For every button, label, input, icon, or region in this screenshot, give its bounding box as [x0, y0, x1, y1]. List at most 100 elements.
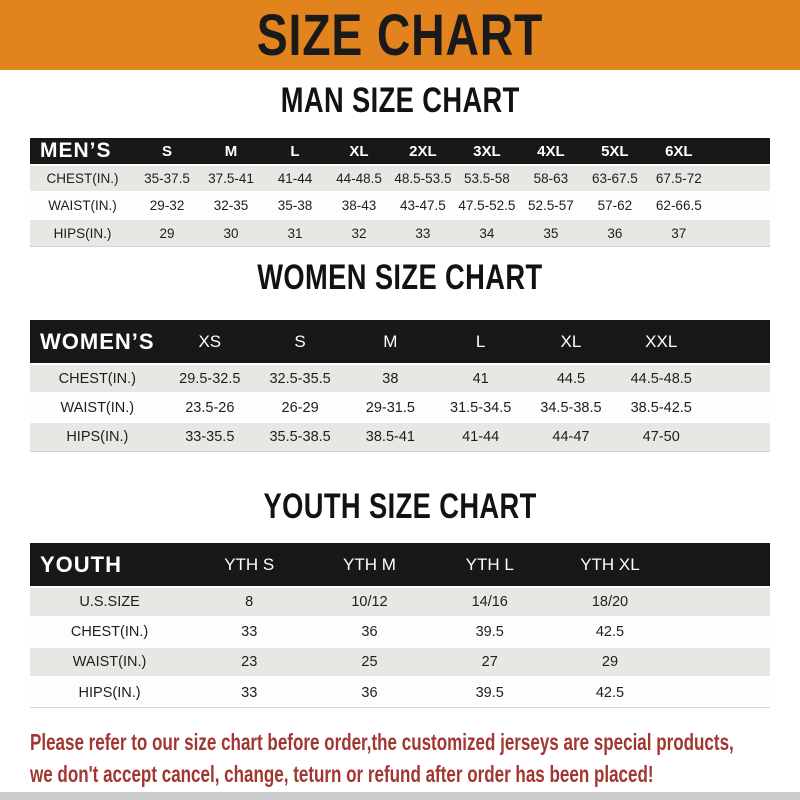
size-value: 42.5	[549, 618, 671, 648]
row-label: HIPS(IN.)	[30, 678, 190, 708]
table-row: HIPS(IN.) 33 36 39.5 42.5	[30, 678, 770, 708]
size-value: 47.5-52.5	[454, 193, 519, 220]
size-value: 35	[518, 220, 583, 247]
spacer-cell	[670, 543, 770, 588]
table-row: U.S.SIZE 8 10/12 14/16 18/20	[30, 588, 770, 618]
row-label: CHEST(IN.)	[30, 166, 136, 193]
size-value: 33	[189, 618, 310, 648]
column-header: YTH S	[189, 543, 310, 588]
youth-table-title-cell: YOUTH	[30, 543, 190, 588]
size-value: 44-48.5	[326, 166, 391, 193]
size-value: 67.5-72	[646, 166, 711, 193]
size-value: 29	[549, 648, 671, 678]
size-value: 44.5-48.5	[616, 365, 707, 394]
page-title: SIZE CHART	[256, 2, 544, 68]
table-row: HIPS(IN.) 33-35.5 35.5-38.5 38.5-41 41-44 44-…	[30, 423, 770, 452]
size-value: 62-66.5	[646, 193, 711, 220]
spacer-cell	[670, 678, 770, 708]
table-row: WAIST(IN.) 29-32 32-35 35-38 38-43 43-47.5 47.…	[30, 193, 770, 220]
youth-size-table: YOUTH YTH S YTH M YTH L YTH XL U.S.SIZE 8 10/12…	[30, 543, 770, 708]
size-value: 44-47	[525, 423, 617, 452]
row-label: WAIST(IN.)	[30, 394, 165, 423]
size-value: 10/12	[309, 588, 430, 618]
size-value: 33	[390, 220, 455, 247]
spacer-cell	[710, 166, 770, 193]
disclaimer-note: Please refer to our size chart before or…	[30, 726, 790, 790]
youth-size-chart-heading-text: YOUTH SIZE CHART	[263, 487, 537, 526]
table-row: WAIST(IN.) 23.5-26 26-29 29-31.5 31.5-34.5 34…	[30, 394, 770, 423]
women-table-title-cell: WOMEN’S	[30, 320, 165, 365]
man-size-chart-heading-text: MAN SIZE CHART	[280, 81, 520, 120]
size-value: 36	[309, 678, 430, 708]
spacer-cell	[706, 365, 770, 394]
column-header: 5XL	[582, 138, 647, 166]
women-size-chart-heading: WOMEN SIZE CHART	[0, 258, 800, 298]
column-header: XS	[164, 320, 255, 365]
size-value: 38.5-42.5	[616, 394, 707, 423]
size-value: 26-29	[254, 394, 346, 423]
column-header: XL	[326, 138, 391, 166]
size-value: 43-47.5	[390, 193, 455, 220]
spacer-cell	[670, 648, 770, 678]
size-value: 53.5-58	[454, 166, 519, 193]
spacer-cell	[670, 618, 770, 648]
column-header: L	[435, 320, 526, 365]
size-value: 31	[263, 220, 327, 247]
size-value: 35.5-38.5	[254, 423, 346, 452]
size-value: 44.5	[525, 365, 617, 394]
table-row: CHEST(IN.) 33 36 39.5 42.5	[30, 618, 770, 648]
size-value: 31.5-34.5	[435, 394, 526, 423]
table-row: WAIST(IN.) 23 25 27 29	[30, 648, 770, 678]
row-label: CHEST(IN.)	[30, 618, 190, 648]
column-header: S	[254, 320, 346, 365]
men-size-table: MEN’S S M L XL 2XL 3XL 4XL 5XL 6XL CHEST(IN.) 35-37…	[30, 138, 770, 247]
column-header: 4XL	[518, 138, 583, 166]
size-value: 32.5-35.5	[254, 365, 346, 394]
size-value: 35-38	[263, 193, 327, 220]
size-value: 14/16	[429, 588, 550, 618]
size-value: 30	[199, 220, 264, 247]
youth-size-chart-heading: YOUTH SIZE CHART	[0, 487, 800, 527]
table-row: CHEST(IN.) 29.5-32.5 32.5-35.5 38 41 44.5 44.5…	[30, 365, 770, 394]
size-value: 63-67.5	[582, 166, 647, 193]
row-label: CHEST(IN.)	[30, 365, 165, 394]
size-value: 29-31.5	[345, 394, 436, 423]
size-value: 27	[429, 648, 550, 678]
size-value: 32	[326, 220, 391, 247]
size-value: 8	[189, 588, 310, 618]
table-row: CHEST(IN.) 35-37.5 37.5-41 41-44 44-48.5 48.5…	[30, 166, 770, 193]
spacer-cell	[670, 588, 770, 618]
size-value: 35-37.5	[135, 166, 200, 193]
size-chart-banner: SIZE CHART	[0, 0, 800, 70]
size-value: 37	[646, 220, 711, 247]
size-value: 38-43	[326, 193, 391, 220]
column-header: M	[199, 138, 264, 166]
women-size-chart-heading-text: WOMEN SIZE CHART	[257, 258, 543, 297]
size-value: 36	[309, 618, 430, 648]
row-label: WAIST(IN.)	[30, 648, 190, 678]
size-value: 34.5-38.5	[525, 394, 617, 423]
men-header-row: MEN’S S M L XL 2XL 3XL 4XL 5XL 6XL	[30, 138, 770, 166]
size-value: 39.5	[429, 678, 550, 708]
column-header: 3XL	[454, 138, 519, 166]
column-header: YTH XL	[549, 543, 671, 588]
size-value: 42.5	[549, 678, 671, 708]
disclaimer-line-1: Please refer to our size chart before or…	[30, 729, 734, 755]
size-value: 33	[189, 678, 310, 708]
column-header: 6XL	[646, 138, 711, 166]
size-value: 39.5	[429, 618, 550, 648]
row-label: HIPS(IN.)	[30, 220, 136, 247]
spacer-cell	[710, 193, 770, 220]
row-label: HIPS(IN.)	[30, 423, 165, 452]
column-header: YTH M	[309, 543, 430, 588]
size-value: 18/20	[549, 588, 671, 618]
column-header: XXL	[616, 320, 707, 365]
column-header: YTH L	[429, 543, 550, 588]
table-row: HIPS(IN.) 29 30 31 32 33 34 35 36 37	[30, 220, 770, 247]
size-value: 23	[189, 648, 310, 678]
size-value: 29.5-32.5	[164, 365, 255, 394]
size-value: 29-32	[135, 193, 200, 220]
size-value: 32-35	[199, 193, 264, 220]
size-value: 58-63	[518, 166, 583, 193]
